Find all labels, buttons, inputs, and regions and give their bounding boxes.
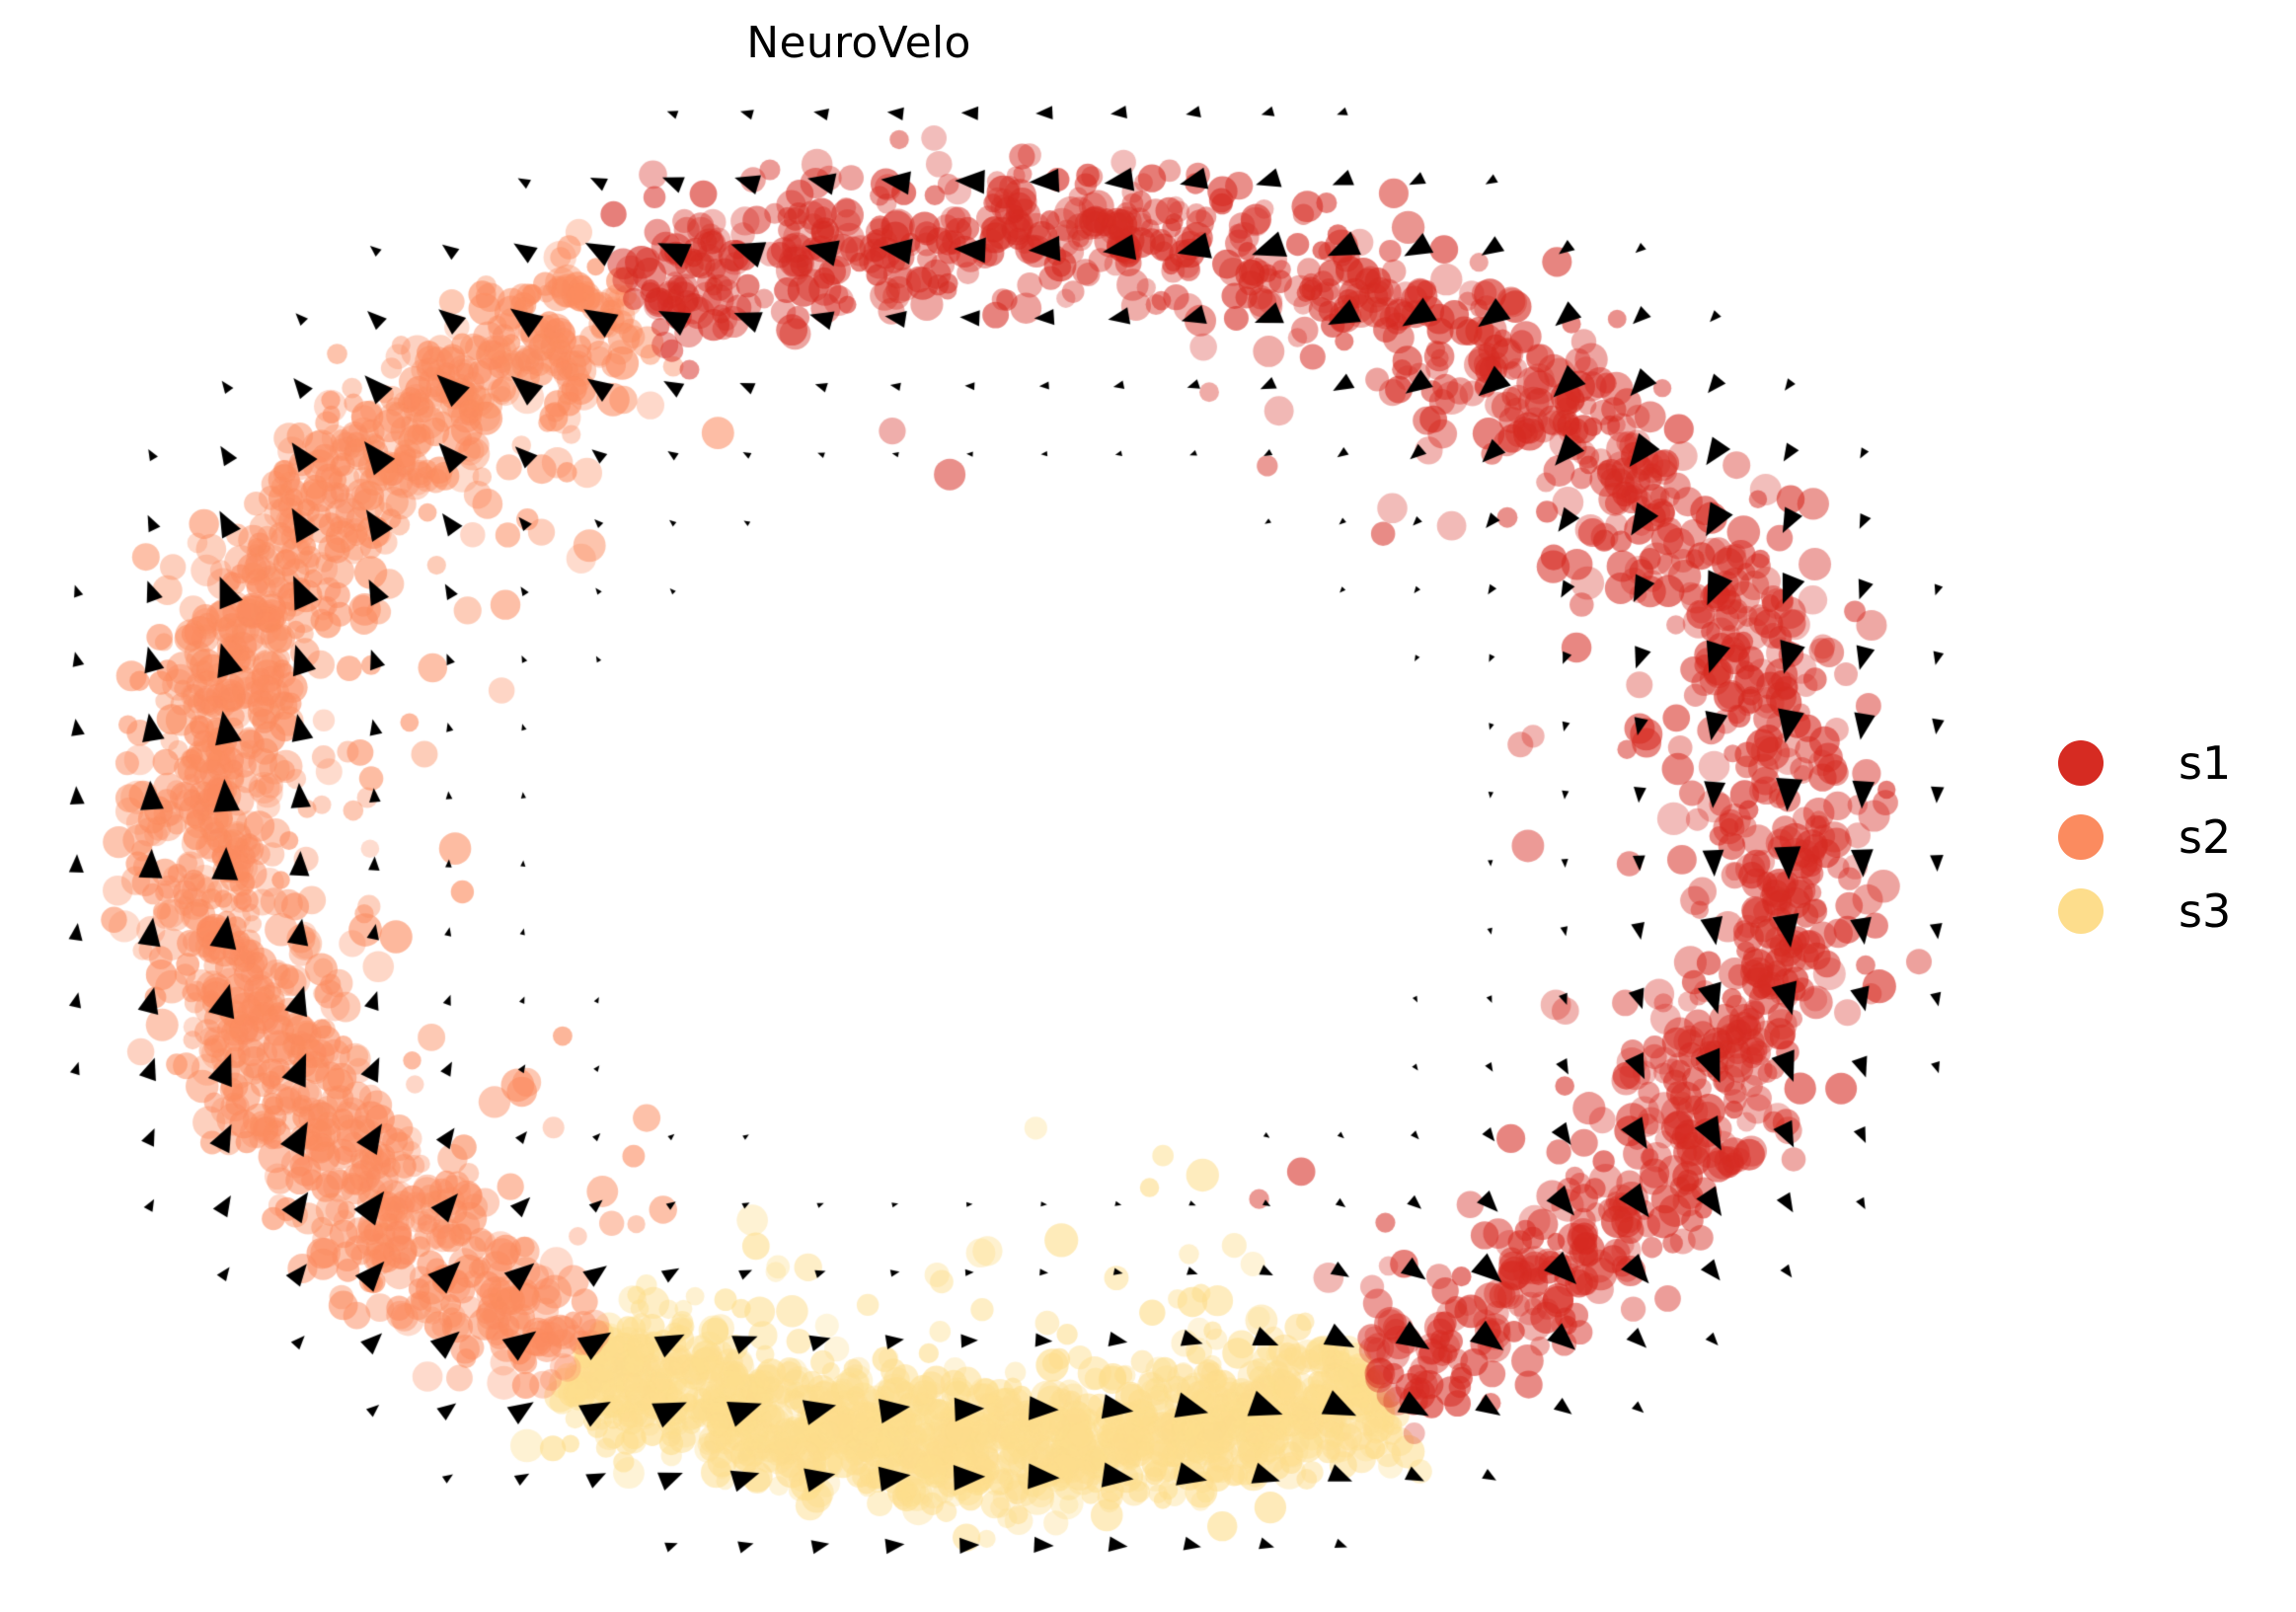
legend-item-s2[interactable]: s2 [2058,800,2290,874]
legend-label-s3: s3 [2179,883,2232,938]
velocity-quiver-canvas [39,79,1974,1579]
page-title: NeuroVelo [746,18,971,68]
legend-label-s2: s2 [2179,809,2232,864]
legend: s1 s2 s3 [2058,726,2290,948]
legend-item-s3[interactable]: s3 [2058,874,2290,948]
legend-swatch-icon-s2 [2058,813,2104,860]
legend-swatch-icon-s1 [2058,739,2104,786]
legend-label-s1: s1 [2179,735,2232,790]
plot-axes-area [39,79,1974,1579]
legend-item-s1[interactable]: s1 [2058,726,2290,800]
legend-swatch-icon-s3 [2058,887,2104,934]
